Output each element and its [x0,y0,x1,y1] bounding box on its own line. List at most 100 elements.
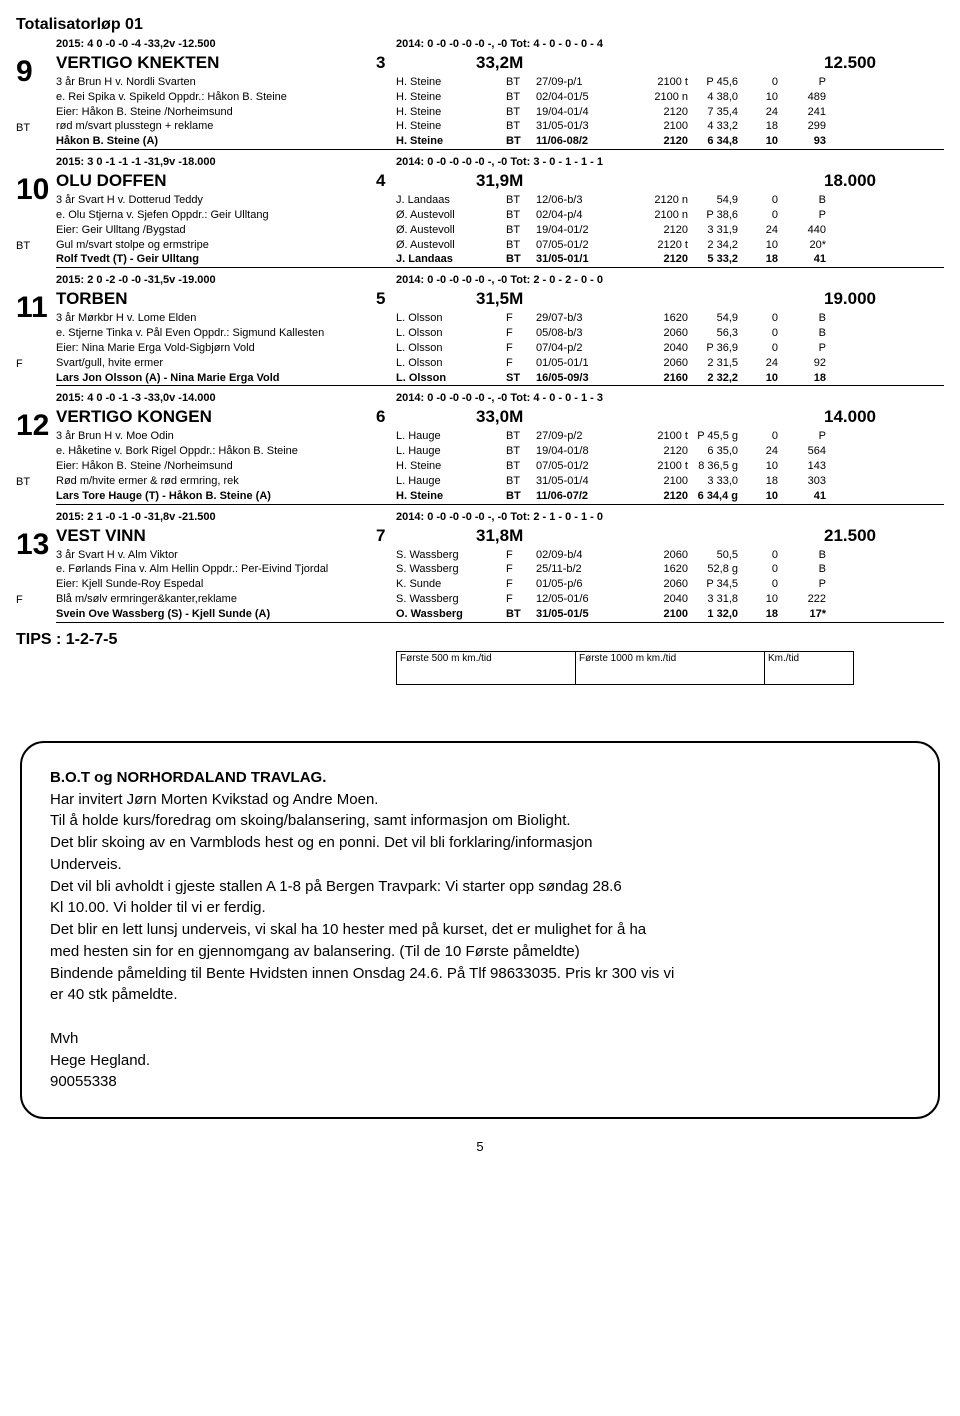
detail-row: 3 år Svart H v. Dotterud TeddyJ. Landaas… [56,193,944,208]
detail-row: Rød m/hvite ermer & rød ermring, rekL. H… [56,474,944,489]
track-code: BT [506,444,536,459]
result-v3: B [786,326,826,341]
announce-line: Til å holde kurs/foredrag om skoing/bala… [50,810,910,832]
year-stats-left: 2015: 3 0 -1 -1 -1 -31,9v -18.000 [16,156,396,168]
race-dist: 2100 n [631,208,696,223]
result-v2: 24 [746,105,786,120]
race-dist: 2120 [631,134,696,149]
race-dist: 2100 [631,119,696,134]
track-code: BT [506,75,536,90]
result-v3: 93 [786,134,826,149]
result-v3: B [786,193,826,208]
result-v3: 143 [786,459,826,474]
detail-desc: 3 år Svart H v. Alm Viktor [56,548,396,563]
race-dist: 2100 t [631,75,696,90]
detail-desc: Eier: Kjell Sunde-Roy Espedal [56,577,396,592]
detail-row: e. Rei Spika v. Spikeld Oppdr.: Håkon B.… [56,90,944,105]
announce-sig1: Mvh [50,1028,910,1050]
race-date: 27/09-p/1 [536,75,631,90]
driver: H. Steine [396,105,506,120]
year-stats-left: 2015: 4 0 -0 -1 -3 -33,0v -14.000 [16,392,396,404]
result-v2: 10 [746,134,786,149]
result-v3: 41 [786,252,826,267]
horse-odds: 14.000 [756,406,876,429]
track-code: F [506,577,536,592]
year-stats-right: 2014: 0 -0 -0 -0 -0 -, -0 Tot: 2 - 0 - 2… [396,274,944,286]
race-date: 19/04-01/4 [536,105,631,120]
driver: O. Wassberg [396,607,506,622]
result-v2: 0 [746,429,786,444]
driver: H. Steine [396,75,506,90]
race-dist: 2060 [631,577,696,592]
horse-odds: 21.500 [756,525,876,548]
detail-row: Lars Jon Olsson (A) - Nina Marie Erga Vo… [56,371,944,387]
result-v2: 0 [746,193,786,208]
detail-row: Svein Ove Wassberg (S) - Kjell Sunde (A)… [56,607,944,623]
result-time: 6 34,8 [696,134,746,149]
result-v2: 18 [746,119,786,134]
result-time: 8 36,5 g [696,459,746,474]
announce-line: med hesten sin for en gjennomgang av bal… [50,941,910,963]
detail-row: e. Olu Stjerna v. Sjefen Oppdr.: Geir Ul… [56,208,944,223]
horse-block: 2015: 4 0 -0 -1 -3 -33,0v -14.0002014: 0… [16,392,944,504]
result-v2: 10 [746,371,786,386]
result-v2: 0 [746,326,786,341]
result-time: 5 33,2 [696,252,746,267]
race-date: 31/05-01/3 [536,119,631,134]
driver: K. Sunde [396,577,506,592]
result-v3: 489 [786,90,826,105]
race-dist: 2060 [631,326,696,341]
detail-desc: 3 år Brun H v. Nordli Svarten [56,75,396,90]
detail-desc: e. Førlands Fina v. Alm Hellin Oppdr.: P… [56,562,396,577]
race-date: 02/04-p/4 [536,208,631,223]
detail-desc: Lars Jon Olsson (A) - Nina Marie Erga Vo… [56,371,396,386]
announce-line: Bindende påmelding til Bente Hvidsten in… [50,963,910,985]
race-dist: 2100 [631,607,696,622]
detail-desc: Lars Tore Hauge (T) - Håkon B. Steine (A… [56,489,396,504]
result-v3: 20* [786,238,826,253]
year-stats-left: 2015: 2 1 -0 -1 -0 -31,8v -21.500 [16,511,396,523]
race-date: 31/05-01/5 [536,607,631,622]
result-time: 4 38,0 [696,90,746,105]
horse-name: TORBEN [56,288,376,311]
detail-desc: Eier: Håkon B. Steine /Norheimsund [56,459,396,474]
announce-line: Det blir skoing av en Varmblods hest og … [50,832,910,854]
detail-desc: Rolf Tvedt (T) - Geir Ulltang [56,252,396,267]
detail-row: 3 år Brun H v. Nordli SvartenH. SteineBT… [56,75,944,90]
horse-odds: 19.000 [756,288,876,311]
detail-desc: e. Stjerne Tinka v. Pål Even Oppdr.: Sig… [56,326,396,341]
result-v3: P [786,341,826,356]
driver: L. Olsson [396,311,506,326]
result-v2: 24 [746,356,786,371]
driver: Ø. Austevoll [396,238,506,253]
track-code: BT [506,607,536,622]
detail-row: Håkon B. Steine (A)H. SteineBT11/06-08/2… [56,134,944,150]
time-box-km: Km./tid [764,651,854,685]
race-dist: 2100 n [631,90,696,105]
track-code: BT [506,208,536,223]
driver: H. Steine [396,90,506,105]
page-number: 5 [0,1139,960,1154]
horse-distance: 33,2M [476,52,756,75]
start-number: 7 [376,525,476,548]
year-stats-left: 2015: 4 0 -0 -0 -4 -33,2v -12.500 [16,38,396,50]
track-code: F [506,311,536,326]
track-code: BT [506,238,536,253]
result-v2: 24 [746,223,786,238]
result-v2: 18 [746,252,786,267]
driver: L. Hauge [396,444,506,459]
result-time: P 45,5 g [696,429,746,444]
race-dist: 2100 t [631,459,696,474]
horse-number: 13F [16,525,56,623]
horse-block: 2015: 2 1 -0 -1 -0 -31,8v -21.5002014: 0… [16,511,944,623]
driver: L. Hauge [396,474,506,489]
horse-name: OLU DOFFEN [56,170,376,193]
race-date: 01/05-01/1 [536,356,631,371]
race-date: 11/06-08/2 [536,134,631,149]
result-v3: 564 [786,444,826,459]
horse-number: 12BT [16,406,56,504]
announce-line: Det blir en lett lunsj underveis, vi ska… [50,919,910,941]
horse-odds: 12.500 [756,52,876,75]
driver: H. Steine [396,489,506,504]
result-v3: 440 [786,223,826,238]
